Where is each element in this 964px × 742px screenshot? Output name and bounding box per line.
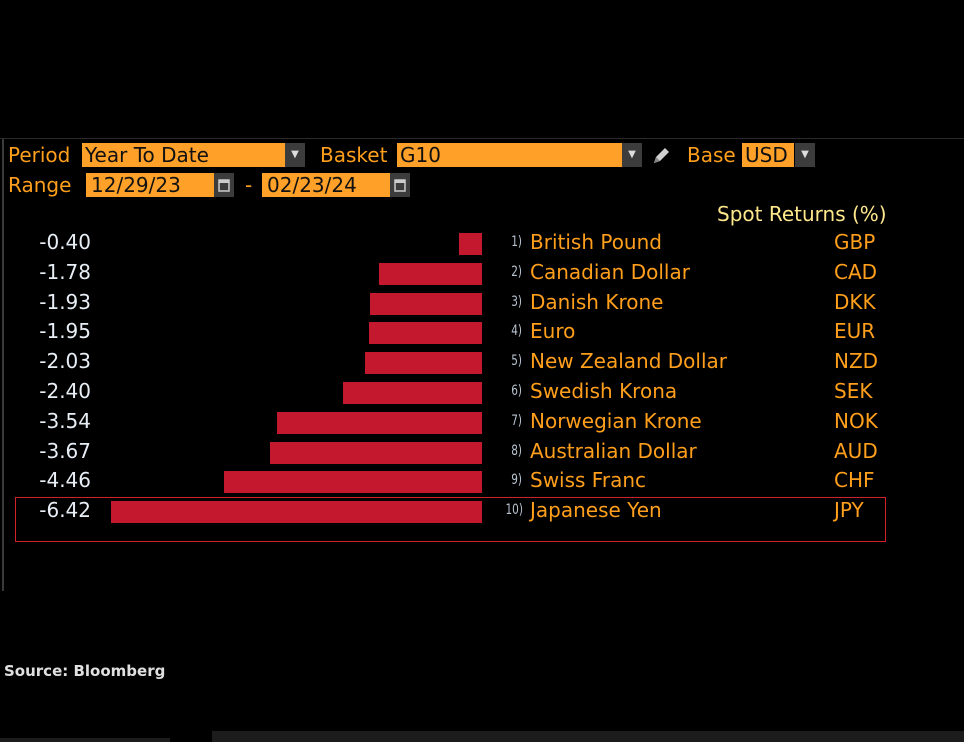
- currency-name: Euro: [530, 319, 576, 344]
- range-label: Range: [8, 173, 72, 197]
- currency-code: NZD: [834, 349, 879, 374]
- bar: [111, 501, 482, 524]
- range-start-input[interactable]: 12/29/23: [86, 173, 214, 197]
- currency-name: Danish Krone: [530, 289, 664, 314]
- bar: [458, 233, 482, 255]
- value-label: -6.42: [39, 498, 91, 523]
- rank-label: 6): [511, 383, 522, 399]
- bar: [343, 382, 482, 404]
- rank-label: 4): [511, 323, 522, 340]
- range-end-input[interactable]: 02/23/24: [262, 173, 390, 197]
- rank-label: 5): [511, 353, 522, 370]
- basket-label: Basket: [320, 143, 388, 167]
- calendar-icon[interactable]: [390, 173, 410, 197]
- value-label: -3.67: [39, 438, 91, 463]
- base-dropdown-arrow-icon[interactable]: ▼: [795, 143, 815, 167]
- period-label: Period: [8, 143, 71, 167]
- bar: [277, 411, 482, 434]
- currency-code: EUR: [834, 319, 876, 344]
- currency-code: SEK: [834, 379, 873, 403]
- rank-label: 1): [511, 234, 522, 250]
- bar: [224, 471, 482, 494]
- top-divider: [0, 138, 964, 139]
- base-select[interactable]: USD: [742, 143, 794, 167]
- bottom-bar-left: [0, 738, 170, 742]
- currency-name: British Pound: [530, 230, 662, 254]
- left-divider: [2, 139, 4, 591]
- rank-label: 2): [511, 263, 522, 280]
- period-dropdown-arrow-icon[interactable]: ▼: [285, 143, 305, 167]
- currency-code: DKK: [834, 289, 876, 314]
- currency-code: JPY: [834, 498, 864, 523]
- value-label: -2.03: [39, 349, 91, 374]
- rank-label: 3): [511, 293, 522, 310]
- base-label: Base: [687, 143, 736, 167]
- basket-dropdown-arrow-icon[interactable]: ▼: [622, 143, 642, 167]
- currency-code: AUD: [834, 438, 878, 463]
- pencil-icon[interactable]: [650, 145, 672, 167]
- source-note: Source: Bloomberg: [4, 662, 166, 680]
- currency-code: NOK: [834, 408, 878, 433]
- rank-label: 8): [511, 442, 522, 459]
- basket-select[interactable]: G10: [397, 143, 622, 167]
- currency-code: CAD: [834, 259, 878, 284]
- value-label: -3.54: [39, 408, 91, 433]
- calendar-icon[interactable]: [214, 173, 234, 197]
- currency-name: Japanese Yen: [530, 498, 662, 523]
- value-label: -2.40: [39, 379, 91, 403]
- rank-label: 10): [505, 502, 523, 519]
- chart-title: Spot Returns (%): [717, 202, 887, 226]
- highlight-row-outline: [15, 497, 886, 542]
- currency-name: Swedish Krona: [530, 379, 678, 403]
- value-label: -1.95: [39, 319, 91, 344]
- currency-name: Norwegian Krone: [530, 408, 702, 433]
- currency-code: CHF: [834, 468, 875, 493]
- bar: [364, 352, 482, 375]
- currency-name: Australian Dollar: [530, 438, 697, 463]
- value-label: -4.46: [39, 468, 91, 493]
- currency-code: GBP: [834, 230, 876, 254]
- currency-name: New Zealand Dollar: [530, 349, 728, 374]
- bar: [379, 262, 482, 285]
- value-label: -0.40: [39, 230, 91, 254]
- currency-name: Canadian Dollar: [530, 259, 690, 284]
- bottom-bar: [212, 731, 964, 742]
- currency-name: Swiss Franc: [530, 468, 647, 493]
- range-separator: -: [245, 173, 253, 197]
- value-label: -1.78: [39, 259, 91, 284]
- bar: [369, 322, 482, 345]
- rank-label: 9): [511, 472, 522, 489]
- period-select[interactable]: Year To Date: [82, 143, 285, 167]
- bar: [370, 292, 482, 315]
- rank-label: 7): [511, 412, 522, 429]
- value-label: -1.93: [39, 289, 91, 314]
- bar: [269, 441, 482, 464]
